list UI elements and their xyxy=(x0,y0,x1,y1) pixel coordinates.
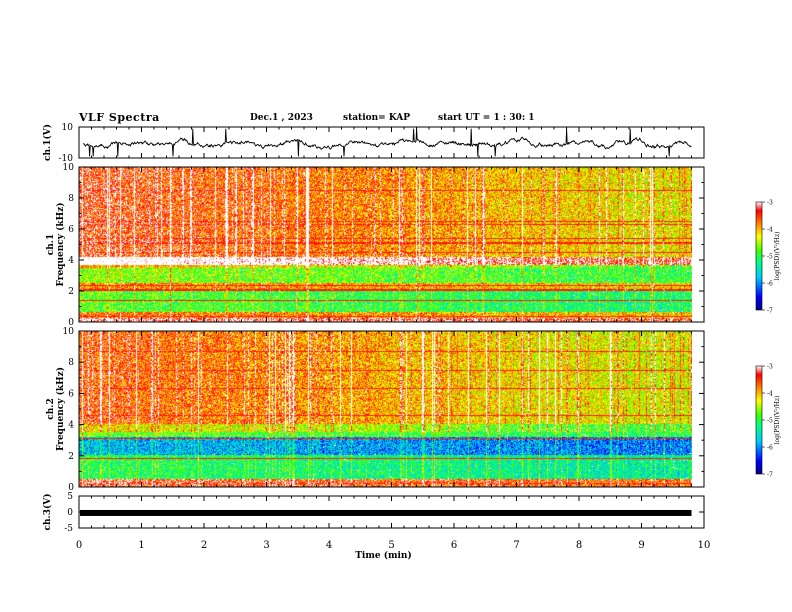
colorbar-label: log(PSD)(V²/Hz) xyxy=(774,396,781,445)
y-tick-label: 4 xyxy=(68,256,74,266)
colorbar-tick-label: -3 xyxy=(767,200,773,207)
y-tick-label: 6 xyxy=(68,225,74,235)
colorbar-1 xyxy=(755,201,763,311)
y-tick-label: -5 xyxy=(64,524,73,534)
station-label: station= KAP xyxy=(343,113,411,123)
x-tick-label: 1 xyxy=(138,540,144,551)
y-axis-label-frequency: Frequency (kHz) xyxy=(55,367,66,451)
colorbar-tick-label: -3 xyxy=(767,364,773,371)
x-tick-label: 0 xyxy=(76,540,82,551)
y-tick-label: 10 xyxy=(62,123,74,133)
y-tick-label: 0 xyxy=(68,483,74,493)
ch3-waveform-band xyxy=(80,509,692,516)
ch1-waveform-line xyxy=(82,128,692,157)
x-tick-label: 6 xyxy=(451,540,457,551)
y-tick-label: 10 xyxy=(63,163,75,173)
y-tick-label: 0 xyxy=(68,318,74,328)
y-tick-label: -10 xyxy=(59,154,74,164)
colorbar-tick-label: -5 xyxy=(767,254,773,261)
x-tick-label: 10 xyxy=(698,540,711,551)
colorbar-label: log(PSD)(V²/Hz) xyxy=(774,232,781,281)
y-tick-label: 5 xyxy=(67,492,73,502)
colorbar-tick-label: -7 xyxy=(767,472,773,479)
x-tick-label: 9 xyxy=(638,540,644,551)
start-time-label: start UT = 1 : 30: 1 xyxy=(438,113,535,123)
x-axis-label: Time (min) xyxy=(355,550,412,561)
y-tick-label: 2 xyxy=(68,452,74,462)
y-tick-label: 6 xyxy=(68,389,74,399)
x-tick-label: 7 xyxy=(513,540,519,551)
ch2-spectrogram-canvas xyxy=(79,331,692,487)
y-axis-label: ch.1(V) xyxy=(42,124,53,161)
y-tick-label: 0 xyxy=(67,508,73,518)
colorbar-2 xyxy=(755,365,763,475)
y-tick-label: 8 xyxy=(68,194,74,204)
y-tick-label: 4 xyxy=(68,421,74,431)
plot-data xyxy=(79,128,692,516)
y-axis-label: ch.3(V) xyxy=(42,494,53,531)
date-label: Dec.1 , 2023 xyxy=(250,113,313,123)
figure-title: VLF Spectra xyxy=(79,111,160,124)
y-axis-label-channel: ch.2 xyxy=(46,398,56,419)
x-tick-label: 5 xyxy=(388,540,394,551)
x-tick-label: 8 xyxy=(576,540,582,551)
x-tick-label: 4 xyxy=(326,540,332,551)
colorbar-tick-label: -4 xyxy=(767,227,773,234)
y-tick-label: 10 xyxy=(63,327,75,337)
colorbar-tick-label: -5 xyxy=(767,418,773,425)
ch2-spectrogram-image xyxy=(79,331,692,487)
y-axis-label-channel: ch.1 xyxy=(46,234,56,255)
y-tick-label: 8 xyxy=(68,358,74,368)
colorbar-tick-label: -4 xyxy=(767,391,773,398)
plot-axes xyxy=(78,126,765,529)
colorbar-tick-label: -6 xyxy=(767,445,773,452)
x-tick-label: 3 xyxy=(263,540,269,551)
ch1-spectrogram-image xyxy=(79,167,692,322)
y-tick-label: 2 xyxy=(68,287,74,297)
y-axis-label-frequency: Frequency (kHz) xyxy=(55,202,66,286)
colorbar-tick-label: -7 xyxy=(767,308,773,315)
colorbar-tick-label: -6 xyxy=(767,281,773,288)
x-tick-label: 2 xyxy=(201,540,207,551)
ch1-spectrogram-canvas xyxy=(79,167,692,322)
